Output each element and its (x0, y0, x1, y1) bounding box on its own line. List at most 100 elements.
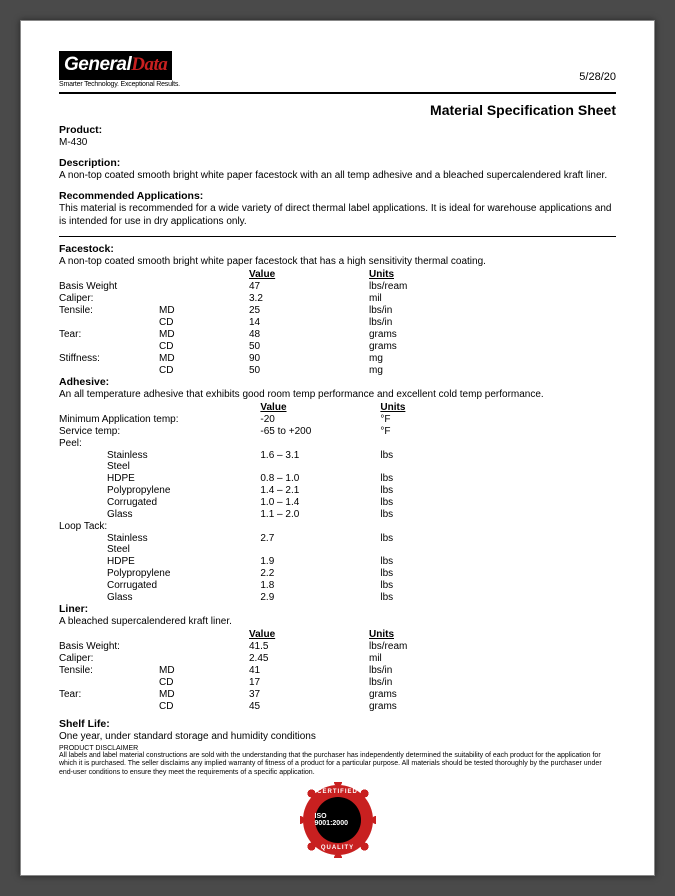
applications-value: This material is recommended for a wide … (59, 202, 616, 228)
table-row: Tensile:MD25lbs/in (59, 304, 616, 316)
iso-seal-icon: CERTIFIED QUALITY ISO 9001:2000 (303, 785, 373, 855)
cell-value: 48 (249, 328, 369, 340)
document-date: 5/28/20 (579, 71, 616, 83)
cell-property: Caliper: (59, 652, 159, 664)
table-header-row: Value Units (59, 628, 616, 640)
cell-property: Stainless Steel (59, 449, 170, 472)
description-label: Description: (59, 157, 616, 169)
value-header: Value (260, 401, 380, 413)
cell-value: 45 (249, 700, 369, 712)
cell-units: grams (369, 340, 616, 352)
cell-dir (170, 472, 260, 484)
cell-value: 1.8 (260, 579, 380, 591)
cell-dir (170, 496, 260, 508)
cell-value: 3.2 (249, 292, 369, 304)
table-row: CD17lbs/in (59, 676, 616, 688)
cell-property: Tear: (59, 688, 159, 700)
cell-units: lbs (380, 508, 616, 520)
cell-dir: CD (159, 316, 249, 328)
cell-property: Polypropylene (59, 484, 170, 496)
cell-units: °F (380, 413, 616, 425)
cell-dir (170, 449, 260, 472)
cell-property: Stiffness: (59, 352, 159, 364)
cell-property: Minimum Application temp: (59, 413, 260, 425)
table-row: Peel: (59, 437, 616, 449)
cell-units: lbs (380, 591, 616, 603)
cell-dir (170, 437, 260, 449)
table-row: Stiffness:MD90mg (59, 352, 616, 364)
cell-units: mil (369, 652, 616, 664)
cell-property: Tensile: (59, 304, 159, 316)
cell-value: 2.9 (260, 591, 380, 603)
cell-value: 37 (249, 688, 369, 700)
value-header: Value (249, 268, 369, 280)
table-row: CD14lbs/in (59, 316, 616, 328)
cell-value: 2.2 (260, 567, 380, 579)
cell-units: lbs/ream (369, 280, 616, 292)
cell-units: grams (369, 700, 616, 712)
cell-property: Loop Tack: (59, 520, 170, 532)
facestock-desc: A non-top coated smooth bright white pap… (59, 255, 616, 268)
cell-property (59, 340, 159, 352)
cell-units: lbs (380, 449, 616, 472)
cell-property: Service temp: (59, 425, 260, 437)
table-row: Stainless Steel 2.7lbs (59, 532, 616, 555)
cell-dir (159, 292, 249, 304)
cell-units: lbs (380, 532, 616, 555)
cell-property: Polypropylene (59, 567, 170, 579)
cell-units (380, 437, 616, 449)
table-row: CD45grams (59, 700, 616, 712)
cell-value: 41 (249, 664, 369, 676)
table-header-row: Value Units (59, 268, 616, 280)
cell-units: lbs (380, 484, 616, 496)
table-header-row: Value Units (59, 401, 616, 413)
value-header: Value (249, 628, 369, 640)
cell-property: Tear: (59, 328, 159, 340)
cell-value: 2.7 (260, 532, 380, 555)
table-row: Caliper:2.45mil (59, 652, 616, 664)
cell-property: Glass (59, 591, 170, 603)
units-header: Units (369, 628, 616, 640)
cell-property: Tensile: (59, 664, 159, 676)
cell-value: 47 (249, 280, 369, 292)
table-row: Glass1.1 – 2.0lbs (59, 508, 616, 520)
description-value: A non-top coated smooth bright white pap… (59, 169, 616, 182)
table-row: Basis Weight:41.5lbs/ream (59, 640, 616, 652)
cell-property: Basis Weight: (59, 640, 159, 652)
cell-dir: CD (159, 340, 249, 352)
units-header: Units (380, 401, 616, 413)
table-row: Glass 2.9lbs (59, 591, 616, 603)
adhesive-desc: An all temperature adhesive that exhibit… (59, 388, 616, 401)
cell-value: 50 (249, 340, 369, 352)
shelf-value: One year, under standard storage and hum… (59, 730, 616, 743)
cell-dir (170, 508, 260, 520)
table-row: Polypropylene1.4 – 2.1lbs (59, 484, 616, 496)
seal-center-text: ISO 9001:2000 (315, 797, 361, 843)
cell-property: HDPE (59, 555, 170, 567)
cell-property: Stainless Steel (59, 532, 170, 555)
cell-property: Corrugated (59, 496, 170, 508)
table-row: Minimum Application temp:-20°F (59, 413, 616, 425)
applications-block: Recommended Applications: This material … (59, 190, 616, 228)
cell-units: lbs/in (369, 664, 616, 676)
cell-dir (159, 652, 249, 664)
cell-units: lbs/ream (369, 640, 616, 652)
cell-dir (170, 532, 260, 555)
cell-property (59, 700, 159, 712)
cell-dir: MD (159, 688, 249, 700)
cell-property: Caliper: (59, 292, 159, 304)
cell-units: lbs/in (369, 316, 616, 328)
cell-dir (159, 280, 249, 292)
company-logo: GeneralData (59, 51, 172, 80)
liner-table: Value Units Basis Weight:41.5lbs/reamCal… (59, 628, 616, 712)
table-row: Stainless Steel1.6 – 3.1lbs (59, 449, 616, 472)
adhesive-table: Value Units Minimum Application temp:-20… (59, 401, 616, 603)
divider (59, 236, 616, 237)
description-block: Description: A non-top coated smooth bri… (59, 157, 616, 182)
seal-bottom-text: QUALITY (306, 845, 370, 851)
cell-dir (170, 591, 260, 603)
product-value: M-430 (59, 136, 616, 149)
facestock-table: Value Units Basis Weight47lbs/reamCalipe… (59, 268, 616, 376)
table-row: Loop Tack: (59, 520, 616, 532)
facestock-label: Facestock: (59, 243, 616, 255)
